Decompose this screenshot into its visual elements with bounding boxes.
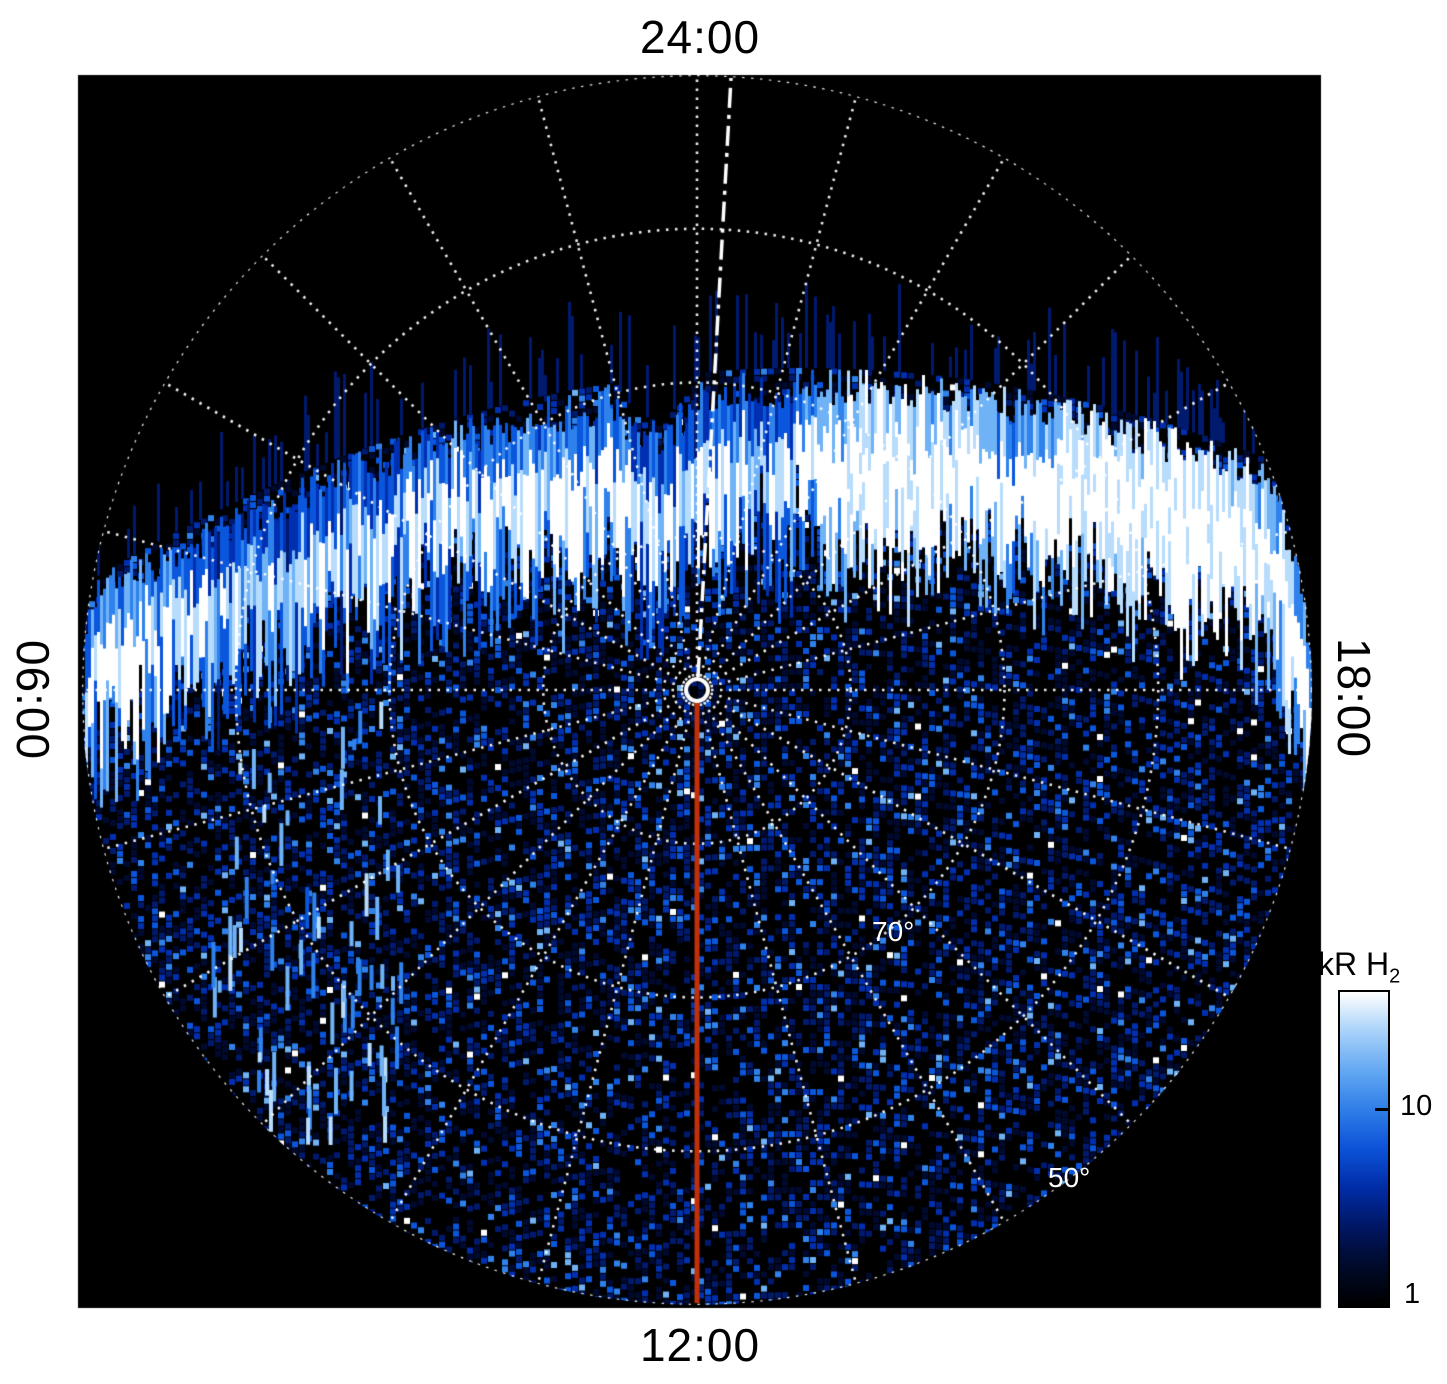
latitude-label-70: 70° — [872, 916, 915, 947]
angle-label-0600: 06:00 — [7, 639, 59, 761]
colorbar-title: kR H2 — [1318, 946, 1400, 988]
colorbar-tick-label-10: 10 — [1400, 1090, 1433, 1122]
colorbar-tick-mark-10 — [1375, 1108, 1388, 1111]
colorbar-tick-mark-1 — [1375, 1299, 1388, 1302]
colorbar-tick-label-1: 1 — [1404, 1278, 1421, 1310]
latitude-label-50: 50° — [1048, 1162, 1091, 1193]
colorbar-gradient — [1340, 992, 1388, 1306]
colorbar-title-subscript: 2 — [1389, 965, 1401, 988]
colorbar — [1338, 990, 1390, 1308]
angle-label-2400: 24:00 — [639, 11, 761, 63]
angle-label-1800: 18:00 — [1328, 637, 1380, 759]
colorbar-title-text: kR H — [1318, 946, 1390, 982]
angle-label-1200: 12:00 — [639, 1319, 761, 1371]
